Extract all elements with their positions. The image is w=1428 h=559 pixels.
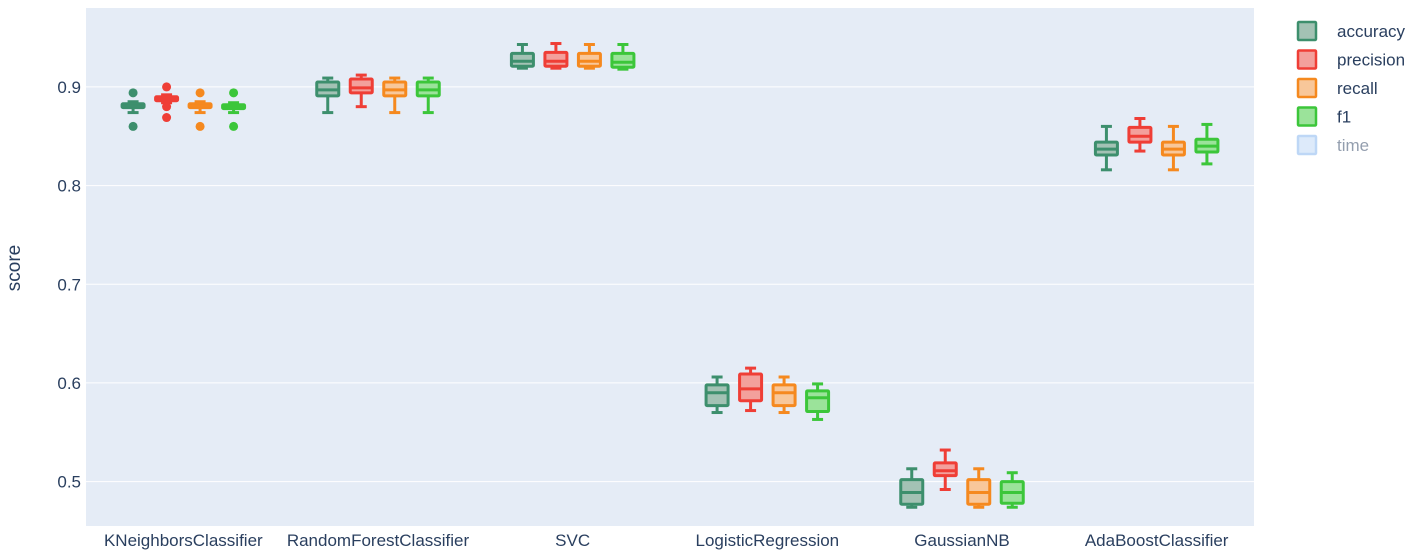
outlier-point (128, 121, 138, 131)
x-tick-label: SVC (555, 531, 590, 550)
legend-label: precision (1337, 51, 1405, 70)
outlier-point (229, 121, 239, 131)
legend-swatch (1296, 20, 1318, 42)
legend-item-accuracy[interactable]: accuracy (1296, 20, 1406, 42)
legend-item-recall[interactable]: recall (1296, 77, 1378, 99)
legend-item-precision[interactable]: precision (1296, 49, 1405, 70)
x-tick-label: LogisticRegression (696, 531, 840, 550)
box-accuracy (899, 467, 925, 509)
box-accuracy (509, 43, 535, 70)
box-f1 (221, 88, 247, 131)
legend-swatch (1296, 49, 1318, 70)
y-tick-label: 0.5 (57, 473, 81, 492)
x-tick-label: AdaBoostClassifier (1085, 531, 1229, 550)
legend-swatch (1296, 134, 1318, 156)
box-recall (382, 76, 408, 115)
box-precision (348, 73, 374, 109)
outlier-point (195, 88, 205, 98)
box-recall (187, 88, 213, 131)
box-f1 (610, 43, 636, 71)
box-precision (154, 82, 180, 123)
y-axis-ticks: 0.5 0.6 0.7 0.8 0.9 (57, 78, 81, 492)
legend-label: f1 (1337, 108, 1351, 127)
box-accuracy (704, 375, 730, 415)
plot-background (86, 8, 1254, 526)
legend-item-f1[interactable]: f1 (1296, 106, 1351, 127)
y-tick-label: 0.6 (57, 374, 81, 393)
box-precision (932, 448, 958, 491)
box-precision (543, 42, 569, 70)
box-precision (738, 366, 764, 413)
outlier-point (195, 121, 205, 131)
gridlines (86, 86, 1254, 483)
outlier-point (229, 88, 239, 98)
legend-label: time (1337, 136, 1369, 155)
legend-swatch (1296, 77, 1318, 99)
y-axis-title: score (4, 245, 25, 291)
legend-item-time[interactable]: time (1296, 134, 1369, 156)
iqr-box (704, 383, 730, 408)
box-precision (1127, 117, 1153, 153)
outlier-point (162, 82, 172, 92)
outlier-point (162, 113, 172, 123)
iqr-box (805, 389, 831, 414)
x-axis-ticks: KNeighborsClassifier RandomForestClassifi… (104, 531, 1229, 550)
box-accuracy (315, 76, 341, 115)
box-recall (966, 467, 992, 509)
iqr-box (610, 51, 636, 69)
x-tick-label: KNeighborsClassifier (104, 531, 263, 550)
x-tick-label: RandomForestClassifier (287, 531, 470, 550)
y-tick-label: 0.7 (57, 275, 81, 294)
box-f1 (415, 76, 441, 115)
box-recall (576, 43, 602, 70)
box-recall (1160, 124, 1186, 172)
box-accuracy (1093, 124, 1119, 172)
box-f1 (999, 471, 1025, 509)
legend[interactable]: accuracy precision recall f1 time (1296, 20, 1406, 156)
legend-label: accuracy (1337, 22, 1406, 41)
iqr-box (771, 383, 797, 408)
iqr-box (348, 77, 374, 95)
x-tick-label: GaussianNB (914, 531, 1009, 550)
legend-label: recall (1337, 79, 1378, 98)
outlier-point (162, 102, 172, 112)
boxes (120, 42, 1220, 509)
box-accuracy (120, 88, 146, 131)
legend-swatch (1296, 106, 1318, 127)
box-f1 (1194, 122, 1220, 166)
box-f1 (805, 382, 831, 421)
outlier-point (128, 88, 138, 98)
iqr-box (543, 50, 569, 68)
box-recall (771, 375, 797, 415)
y-tick-label: 0.8 (57, 177, 81, 196)
y-tick-label: 0.9 (57, 78, 81, 97)
